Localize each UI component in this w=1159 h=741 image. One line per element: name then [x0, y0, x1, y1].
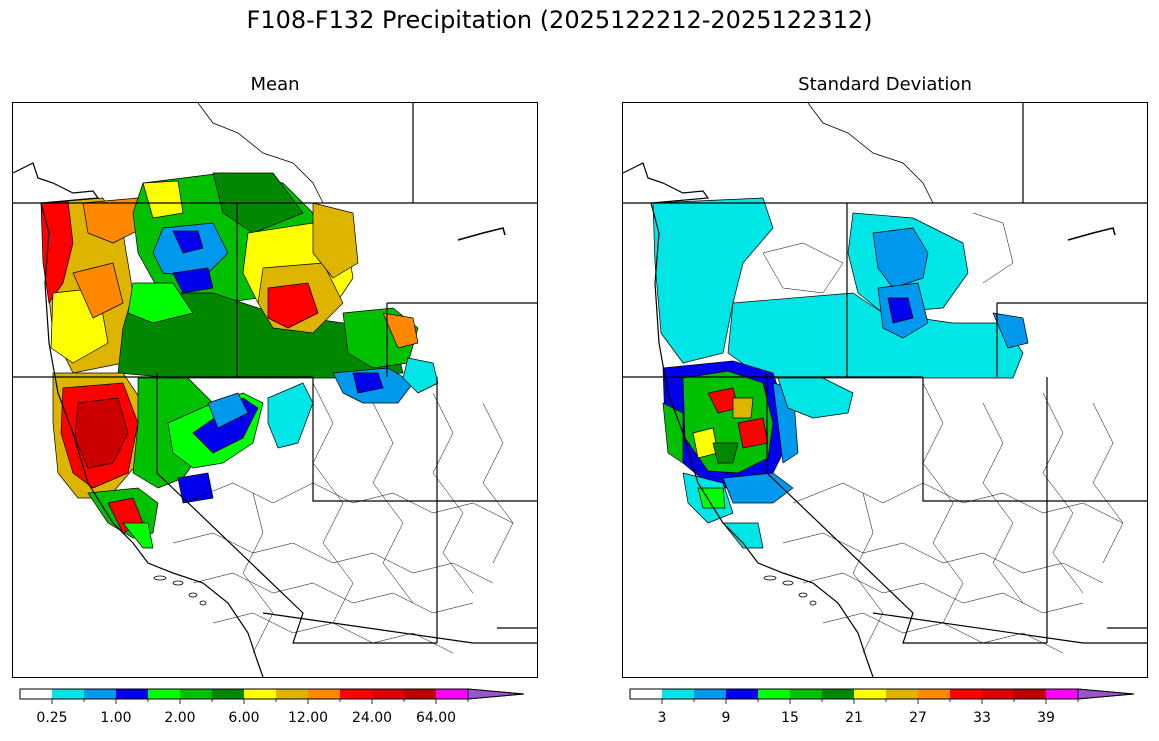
- mean-colorbar-segment: [52, 689, 84, 699]
- stddev-colorbar-segment: [790, 689, 822, 699]
- mean-colorbar-segment: [308, 689, 340, 699]
- stddev-colorbar: 3 9 15 21 27 33 39: [629, 688, 1150, 736]
- mean-colorbar-segment: [276, 689, 308, 699]
- stddev-state-borders: [623, 103, 1147, 644]
- stddev-coastline: [623, 162, 874, 677]
- stddev-lake: [1067, 227, 1116, 241]
- stddev-colorbar-segment: [726, 689, 758, 699]
- mean-colorbar-label: 24.00: [351, 710, 393, 726]
- mean-colorbar-segment: [180, 689, 212, 699]
- mean-north-coast: [197, 103, 324, 204]
- mean-colorbar: 0.25 1.00 2.00 6.00 12.00 24.00 64.00: [19, 688, 540, 736]
- stddev-colorbar-label: 3: [657, 710, 667, 726]
- mean-islands: [153, 575, 207, 606]
- stddev-north-coast: [807, 103, 934, 204]
- mean-colorbar-segment: [244, 689, 276, 699]
- stddev-colorbar-label: 15: [781, 710, 799, 726]
- mean-colorbar-label: 1.00: [100, 710, 132, 726]
- mean-colorbar-label: 12.00: [287, 710, 329, 726]
- stddev-colorbar-label: 27: [909, 710, 927, 726]
- stddev-colorbar-outline: [629, 688, 1135, 700]
- mean-colorbar-segment: [116, 689, 148, 699]
- mean-precip-fill: [40, 172, 439, 549]
- stddev-colorbar-segment: [662, 689, 694, 699]
- stddev-colorbar-svg: [629, 688, 1135, 704]
- stddev-colorbar-extend-arrow: [1077, 688, 1135, 700]
- stddev-colorbar-segment: [918, 689, 950, 699]
- stddev-colorbar-segment: [694, 689, 726, 699]
- stddev-colorbar-segment: [950, 689, 982, 699]
- figure-title: F108-F132 Precipitation (2025122212-2025…: [246, 6, 873, 34]
- stddev-colorbar-label: 9: [721, 710, 731, 726]
- stddev-colorbar-segment: [854, 689, 886, 699]
- stddev-panel-title: Standard Deviation: [798, 74, 972, 95]
- mean-colorbar-segment: [84, 689, 116, 699]
- mean-colorbar-extend-arrow: [467, 688, 525, 700]
- stddev-colorbar-segment: [822, 689, 854, 699]
- stddev-colorbar-segment: [758, 689, 790, 699]
- mean-panel-title: Mean: [250, 74, 300, 95]
- mean-map: [12, 102, 538, 678]
- mean-colorbar-segment: [404, 689, 436, 699]
- stddev-colorbar-label: 39: [1037, 710, 1055, 726]
- mean-colorbar-label: 2.00: [164, 710, 196, 726]
- mean-colorbar-segment: [148, 689, 180, 699]
- mean-colorbar-outline: [19, 688, 525, 700]
- mean-colorbar-label: 0.25: [36, 710, 68, 726]
- mean-colorbar-segment: [212, 689, 244, 699]
- mean-coastline: [13, 162, 264, 677]
- stddev-colorbar-label: 21: [845, 710, 863, 726]
- stddev-colorbar-segment: [630, 689, 662, 699]
- mean-colorbar-svg: [19, 688, 525, 704]
- mean-colorbar-segment: [20, 689, 52, 699]
- stddev-colorbar-segment: [1046, 689, 1078, 699]
- mean-colorbar-segment: [372, 689, 404, 699]
- stddev-colorbar-segment: [886, 689, 918, 699]
- mean-colorbar-label: 6.00: [228, 710, 260, 726]
- mean-colorbar-segment: [340, 689, 372, 699]
- stddev-colorbar-segment: [1014, 689, 1046, 699]
- stddev-map: [622, 102, 1148, 678]
- mean-map-canvas: [13, 103, 537, 677]
- stddev-fill: [652, 197, 1029, 549]
- mean-state-borders: [13, 103, 537, 644]
- stddev-islands: [763, 575, 817, 606]
- stddev-map-canvas: [623, 103, 1147, 677]
- mean-colorbar-label: 64.00: [415, 710, 457, 726]
- stddev-colorbar-label: 33: [973, 710, 991, 726]
- mean-colorbar-segment: [436, 689, 468, 699]
- mean-lake: [457, 227, 506, 241]
- stddev-colorbar-segment: [982, 689, 1014, 699]
